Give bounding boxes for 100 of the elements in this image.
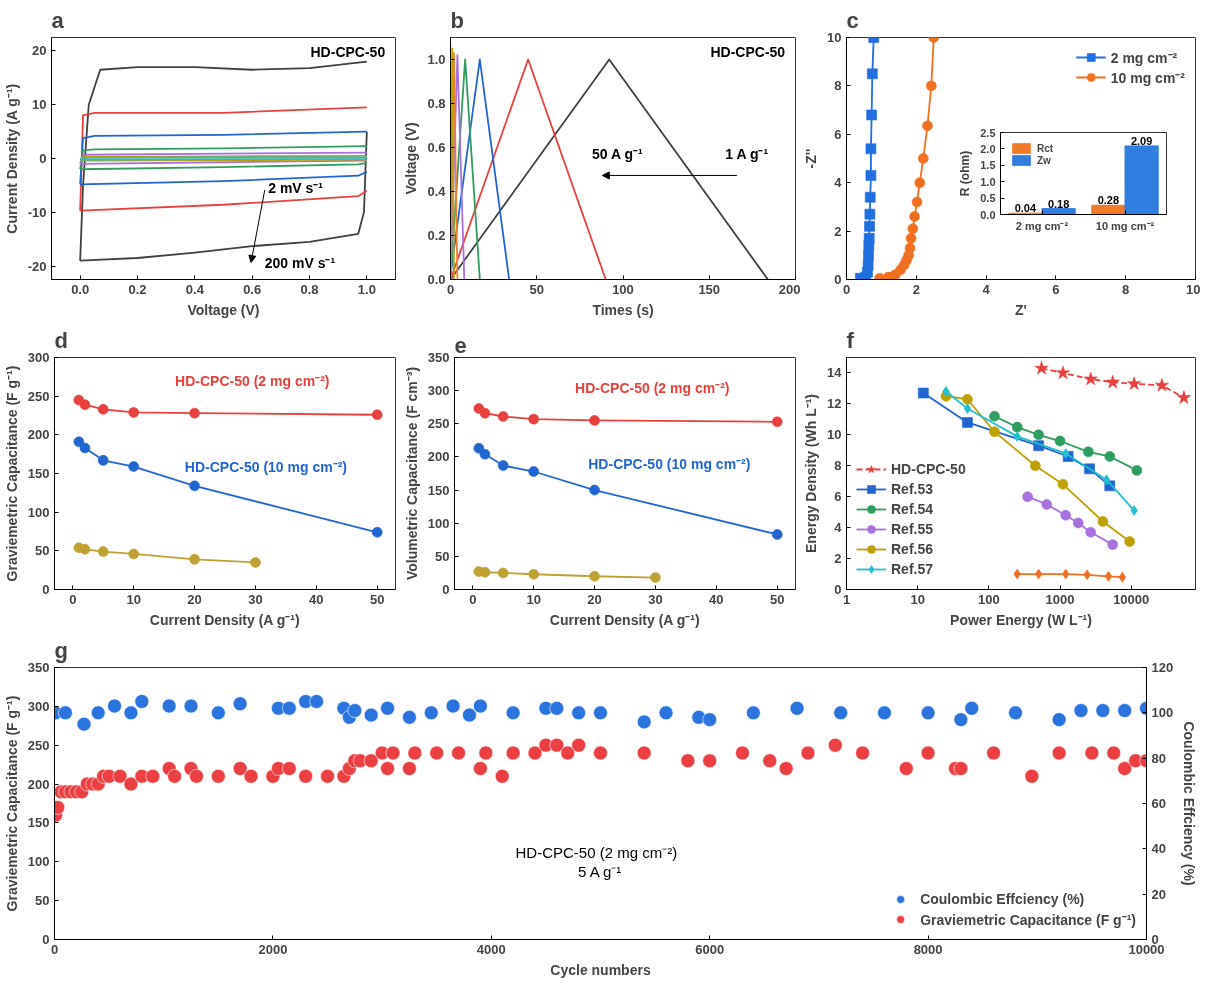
chart-title: e bbox=[454, 332, 467, 358]
x-tick-label: 0.6 bbox=[243, 281, 262, 297]
legend-label: Ref.54 bbox=[891, 501, 934, 517]
x-tick-label: 8000 bbox=[913, 941, 943, 957]
annotation: HD-CPC-50 (2 mg cm⁻²) bbox=[515, 843, 678, 861]
y2-tick-label: 20 bbox=[1151, 886, 1166, 902]
y-tick-label: 300 bbox=[427, 383, 450, 399]
x-tick-label: 6 bbox=[1052, 281, 1060, 297]
y-tick-label: 6 bbox=[834, 489, 842, 505]
x-axis-title: Current Density (A g⁻¹) bbox=[549, 611, 700, 628]
annotation: 200 mV s⁻¹ bbox=[264, 254, 336, 271]
y-tick-label: 350 bbox=[427, 350, 450, 365]
y-tick-label: 1.0 bbox=[427, 52, 446, 67]
y-tick-label: 14 bbox=[827, 365, 843, 381]
y-tick-label: 100 bbox=[27, 504, 50, 520]
x-axis-title: Power Energy (W L⁻¹) bbox=[950, 611, 1092, 628]
data-label: 2.09 bbox=[1130, 134, 1153, 147]
y-tick-label: 300 bbox=[27, 350, 50, 365]
x-tick-label: 100 bbox=[612, 281, 634, 297]
legend-label: Ref.57 bbox=[891, 561, 934, 577]
x-tick-label: 10 bbox=[126, 591, 141, 607]
x-tick-label: 2000 bbox=[258, 941, 288, 957]
y-tick-label: 10 bbox=[827, 427, 842, 443]
chart-title: d bbox=[54, 327, 68, 353]
y-tick-label: 8 bbox=[834, 78, 842, 94]
chart-title: f bbox=[846, 327, 855, 353]
legend-label: Coulombic Effciency (%) bbox=[920, 891, 1085, 907]
y-tick-label: 150 bbox=[27, 815, 50, 831]
y2-tick-label: 100 bbox=[1151, 705, 1174, 721]
x-tick-label: 50 bbox=[529, 281, 544, 297]
x-tick-label: 4000 bbox=[476, 941, 506, 957]
annotation: HD-CPC-50 (10 mg cm⁻²) bbox=[588, 456, 751, 473]
x-tick-label: 40 bbox=[709, 591, 724, 607]
data-label: 0.28 bbox=[1097, 194, 1120, 207]
x-tick-label: 30 bbox=[648, 591, 663, 607]
y-tick-label: 4 bbox=[834, 520, 843, 536]
y-tick-label: 150 bbox=[427, 482, 450, 498]
x-axis-title: Z' bbox=[1015, 301, 1027, 318]
legend-label: Ref.53 bbox=[891, 481, 934, 497]
legend-label: HD-CPC-50 bbox=[891, 461, 966, 477]
legend-label: 10 mg cm⁻² bbox=[1110, 68, 1185, 87]
y-tick-label: 50 bbox=[35, 543, 50, 559]
legend-label: Graviemetric Capacitance (F g⁻¹) bbox=[920, 910, 1136, 929]
y-tick-label: 0.6 bbox=[427, 140, 446, 155]
y-tick-label: 12 bbox=[827, 396, 842, 412]
y-tick-label: 1.5 bbox=[980, 159, 996, 172]
x-tick-label: 150 bbox=[698, 281, 721, 297]
y-axis-title: Current Density (A g⁻¹) bbox=[3, 83, 20, 234]
annotation: HD-CPC-50 (2 mg cm⁻²) bbox=[175, 372, 330, 389]
y-tick-label: 100 bbox=[27, 854, 50, 870]
y-tick-label: 10 bbox=[32, 97, 47, 113]
y2-tick-label: 80 bbox=[1151, 750, 1166, 766]
annotation: 1 A g⁻¹ bbox=[725, 145, 769, 162]
x-tick-label: 0.8 bbox=[300, 281, 319, 297]
y-axis-title: Volumetric Capacitance (F cm⁻³) bbox=[403, 366, 420, 581]
x-tick-label: 20 bbox=[187, 591, 202, 607]
y-tick-label: 300 bbox=[27, 698, 50, 714]
annotation: HD-CPC-50 bbox=[710, 44, 786, 61]
y-tick-label: 100 bbox=[427, 515, 450, 531]
y2-tick-label: 120 bbox=[1151, 660, 1174, 675]
x-tick-label: 10 bbox=[526, 591, 541, 607]
legend-label: Rct bbox=[1037, 142, 1055, 154]
y-tick-label: 50 bbox=[435, 548, 450, 564]
x-axis-title: Voltage (V) bbox=[187, 301, 260, 318]
x-axis-title: Cycle numbers bbox=[550, 961, 651, 978]
y-tick-label: 10 bbox=[827, 30, 842, 45]
y-tick-label: 250 bbox=[427, 416, 450, 432]
x-tick-label: 10 bbox=[1186, 281, 1201, 297]
y-tick-label: 200 bbox=[27, 427, 50, 443]
data-label: 0.04 bbox=[1014, 202, 1037, 215]
x-tick-label: 40 bbox=[309, 591, 324, 607]
y-axis-title: Graviemetric Capacitance (F g⁻¹) bbox=[3, 365, 20, 582]
y-tick-label: 20 bbox=[32, 43, 47, 59]
x-tick-label: 10 bbox=[910, 591, 925, 607]
legend-label: Ref.56 bbox=[891, 541, 934, 557]
y-tick-label: 0.5 bbox=[980, 192, 996, 205]
chart-title: a bbox=[51, 7, 65, 33]
y-tick-label: 6 bbox=[834, 126, 842, 142]
y-tick-label: 150 bbox=[27, 466, 50, 481]
y-tick-label: 0.8 bbox=[427, 96, 446, 111]
x-tick-label: 0 bbox=[69, 591, 77, 607]
y-tick-label: 250 bbox=[27, 388, 50, 404]
x-tick-label: 10000 bbox=[1113, 591, 1150, 607]
x-tick-label: 30 bbox=[248, 591, 263, 607]
x-tick-label: 1 bbox=[842, 591, 851, 607]
annotation: HD-CPC-50 (10 mg cm⁻²) bbox=[184, 458, 347, 475]
chart-title: c bbox=[846, 7, 859, 33]
y-tick-label: 200 bbox=[27, 776, 50, 792]
annotation: HD-CPC-50 (2 mg cm⁻²) bbox=[575, 379, 730, 396]
x-tick-label: 50 bbox=[770, 591, 785, 607]
chart-title: g bbox=[54, 637, 68, 663]
y2-tick-label: 40 bbox=[1151, 841, 1166, 857]
legend-label: 2 mg cm⁻² bbox=[1110, 48, 1178, 67]
x-tick-label: 0.4 bbox=[185, 281, 205, 297]
y-tick-label: 0.4 bbox=[427, 184, 447, 199]
x-tick-label: 2 bbox=[912, 281, 920, 297]
y-tick-label: 50 bbox=[35, 893, 50, 909]
legend-label: Zw bbox=[1037, 154, 1052, 166]
annotation: 5 A g⁻¹ bbox=[577, 863, 622, 880]
y-tick-label: 350 bbox=[27, 660, 50, 675]
